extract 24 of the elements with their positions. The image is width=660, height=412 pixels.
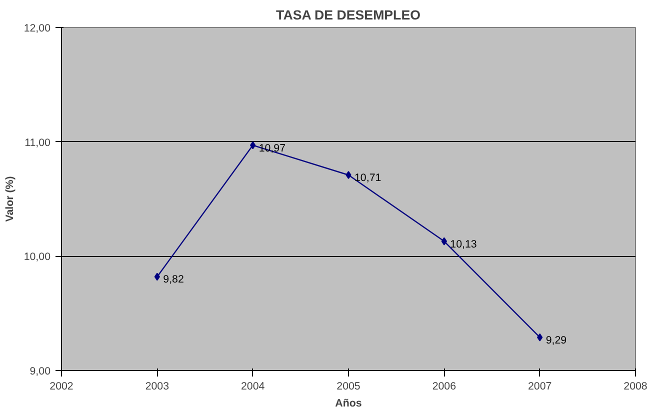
data-label: 9,29: [546, 334, 567, 346]
data-label: 9,82: [163, 274, 184, 286]
x-tick-label: 2003: [145, 380, 170, 392]
x-tick-label: 2005: [336, 380, 360, 392]
point: [154, 272, 160, 281]
x-tick-label: 2002: [50, 380, 74, 392]
y-tick-label: 10,00: [24, 251, 51, 264]
point: [537, 333, 543, 342]
y-tick-label: 11,00: [24, 136, 51, 149]
data-label: 10,97: [258, 142, 286, 154]
y-tick-label: 12,00: [24, 22, 51, 34]
data-label: 10,71: [354, 172, 382, 184]
data-label: 10,13: [450, 238, 477, 250]
point: [441, 237, 447, 246]
x-tick-label: 2007: [528, 380, 552, 392]
y-tick-label: 9,00: [30, 366, 51, 378]
point: [250, 141, 256, 150]
x-tick-label: 2008: [624, 380, 648, 392]
point: [346, 170, 352, 179]
x-tick-label: 2006: [432, 380, 456, 392]
y-axis-title: Valor (%): [4, 176, 16, 222]
x-tick-label: 2004: [240, 380, 265, 392]
chart-title: TASA DE DESEMPLEO: [276, 8, 420, 22]
x-axis-title: Años: [335, 398, 362, 410]
